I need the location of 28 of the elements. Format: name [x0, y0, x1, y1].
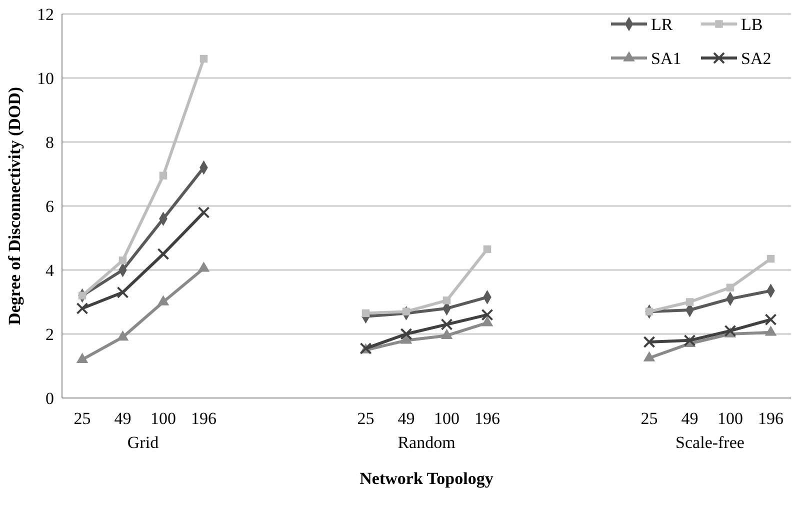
text: Grid [127, 433, 160, 452]
x-tick-label: 25 [640, 409, 658, 428]
x-axis-title: Network Topology [360, 469, 494, 488]
x-tick-label: 25 [357, 409, 374, 428]
x-tick-label: 100 [718, 409, 743, 428]
x-tick-label: 49 [681, 409, 698, 428]
legend-label: LB [741, 14, 763, 34]
y-axis-title: Degree of Disconnectivity (DOD) [5, 86, 24, 326]
x-tick-label: 196 [474, 409, 500, 428]
y-tick-label: 6 [46, 196, 54, 216]
x-tick-label: 196 [191, 409, 216, 428]
y-tick-label: 4 [46, 260, 54, 280]
x-tick-label: 100 [434, 409, 460, 428]
legend-label: SA2 [741, 48, 772, 68]
legend-label: SA1 [651, 48, 682, 68]
x-tick-label: 25 [74, 409, 91, 428]
y-tick-label: 12 [37, 4, 54, 24]
x-tick-label: 49 [398, 409, 415, 428]
y-tick-label: 2 [46, 324, 54, 344]
x-tick-label: 196 [758, 409, 784, 428]
y-tick-label: 0 [46, 388, 54, 408]
text: Scale-free [676, 433, 744, 452]
x-tick-label: 49 [114, 409, 132, 428]
text: Random [398, 433, 456, 452]
y-tick-label: 10 [37, 68, 54, 88]
y-tick-label: 8 [46, 132, 54, 152]
x-tick-label: 100 [150, 409, 176, 428]
legend-label: LR [651, 14, 674, 34]
